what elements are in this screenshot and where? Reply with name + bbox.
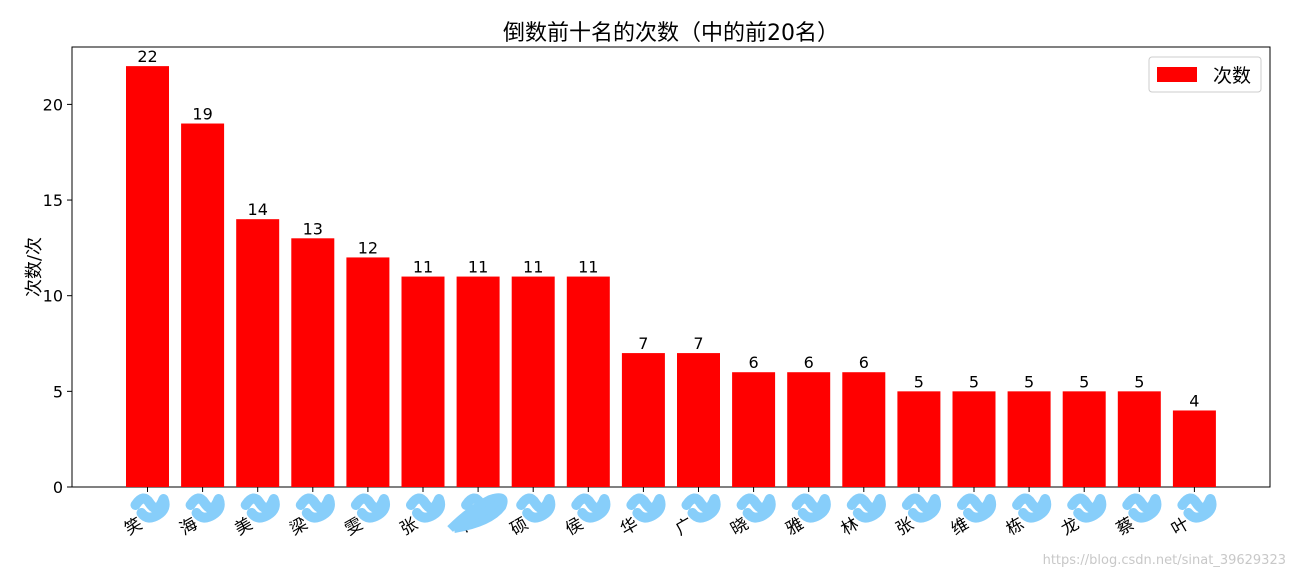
bar xyxy=(566,276,610,487)
bar xyxy=(126,66,169,487)
y-tick-label: 20 xyxy=(43,95,63,114)
redaction-scribble xyxy=(957,493,997,523)
bar-value-labels: 22 19 14 13 12 11 11 11 11 7 7 6 6 6 5 5 5 5 5 4 xyxy=(137,47,1199,410)
bar xyxy=(1117,391,1161,487)
bar-value-label: 5 xyxy=(1024,372,1034,391)
redaction-scribble xyxy=(681,493,721,523)
redaction-scribble xyxy=(130,493,170,523)
bar xyxy=(842,372,886,487)
redaction-scribble xyxy=(1012,493,1052,523)
y-tick-label: 15 xyxy=(43,191,63,210)
bar-value-label: 7 xyxy=(693,334,703,353)
bar xyxy=(897,391,941,487)
bar-value-label: 11 xyxy=(578,258,598,277)
bar-value-label: 6 xyxy=(804,353,814,372)
bar-value-label: 6 xyxy=(859,353,869,372)
legend-swatch xyxy=(1157,67,1197,82)
bar-value-label: 5 xyxy=(1079,372,1089,391)
bar-value-label: 11 xyxy=(468,258,488,277)
watermark: https://blog.csdn.net/sinat_39629323 xyxy=(1042,553,1286,568)
bar-value-label: 6 xyxy=(749,353,759,372)
bar xyxy=(677,353,720,487)
bar xyxy=(621,353,665,487)
bar xyxy=(1062,391,1106,487)
bar-value-label: 13 xyxy=(303,219,323,238)
legend-frame xyxy=(1148,56,1262,93)
y-tick-label: 10 xyxy=(43,287,63,306)
redaction-scribble xyxy=(1177,493,1217,523)
bar-value-label: 11 xyxy=(413,258,433,277)
bar xyxy=(456,276,500,487)
bar-value-label: 5 xyxy=(914,372,924,391)
redaction-scribble xyxy=(516,493,556,523)
bar xyxy=(1007,391,1051,487)
legend-label: 次数 xyxy=(1213,65,1251,87)
bar xyxy=(181,123,225,488)
redaction-scribble xyxy=(736,493,776,523)
bar-value-label: 12 xyxy=(358,238,378,257)
bar-value-label: 14 xyxy=(248,200,268,219)
bar xyxy=(952,391,996,487)
bar-value-label: 5 xyxy=(969,372,979,391)
redaction-scribble xyxy=(447,493,508,533)
bar xyxy=(346,257,390,487)
plot-area-frame xyxy=(71,46,1271,488)
bar xyxy=(511,276,555,487)
bar-value-label: 4 xyxy=(1189,391,1199,410)
bar xyxy=(732,372,776,487)
bar-value-label: 7 xyxy=(638,334,648,353)
redaction-scribble xyxy=(240,493,280,523)
redaction-scribble xyxy=(1067,493,1107,523)
redaction-scribble xyxy=(901,493,942,523)
redaction-scribble xyxy=(571,493,611,523)
bar xyxy=(401,276,445,487)
bar xyxy=(1172,410,1216,487)
redaction-scribble xyxy=(1122,493,1162,523)
redaction-scribble xyxy=(350,493,391,523)
redaction-scribble xyxy=(185,493,225,523)
redaction-scribble xyxy=(791,493,831,523)
redaction-scribbles xyxy=(130,493,1217,533)
redaction-scribble xyxy=(295,493,335,523)
bar-series xyxy=(126,66,1216,488)
y-tick-label: 0 xyxy=(53,478,63,497)
y-axis: 0 5 10 15 20 xyxy=(43,95,72,497)
redaction-scribble xyxy=(626,493,666,523)
legend: 次数 xyxy=(1148,56,1262,93)
bar xyxy=(291,238,335,487)
chart-title: 倒数前十名的次数（中的前20名） xyxy=(503,21,839,46)
bar-value-label: 11 xyxy=(523,258,543,277)
bar-value-label: 19 xyxy=(192,105,212,124)
y-axis-label: 次数/次 xyxy=(24,237,45,297)
bar xyxy=(787,372,831,487)
redaction-scribble xyxy=(846,493,886,523)
bar-value-label: 22 xyxy=(137,47,157,66)
redaction-scribble xyxy=(406,493,446,523)
bar xyxy=(236,219,280,487)
y-tick-label: 5 xyxy=(53,382,63,401)
bar-value-label: 5 xyxy=(1134,372,1144,391)
